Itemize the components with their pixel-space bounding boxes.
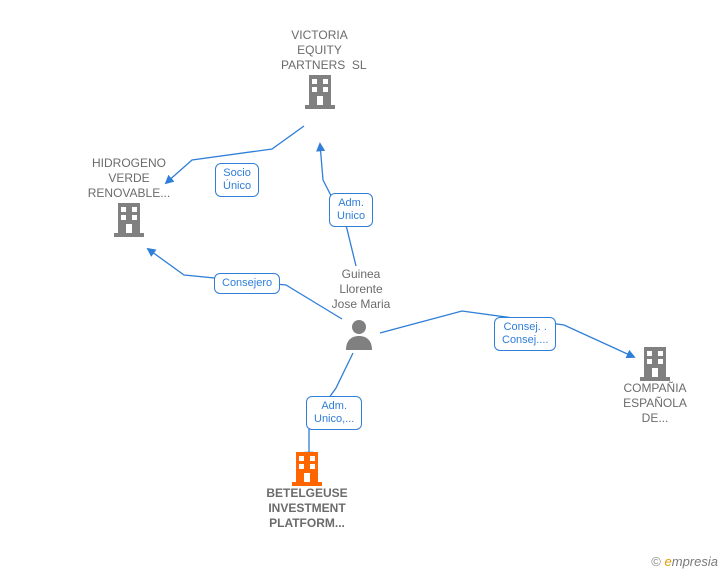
building-icon (303, 73, 337, 109)
node-label: COMPAÑIA ESPAÑOLA DE... (619, 381, 691, 426)
node-victoria-equity[interactable]: VICTORIA EQUITY PARTNERS SL (281, 28, 358, 109)
watermark: © empresia (651, 554, 718, 569)
person-label: Guinea Llorente Jose Maria (326, 267, 396, 312)
edge-label-person_to_compania[interactable]: Consej. . Consej.... (494, 317, 556, 351)
person-icon (344, 318, 374, 350)
node-label: HIDROGENO VERDE RENOVABLE... (87, 156, 171, 201)
node-compania-espanola[interactable]: COMPAÑIA ESPAÑOLA DE... (619, 345, 691, 426)
node-person-guinea[interactable] (342, 318, 376, 350)
building-icon (290, 450, 324, 486)
edge-label-person_to_victoria[interactable]: Adm. Unico (329, 193, 373, 227)
edge-label-person_to_betelgeuse[interactable]: Adm. Unico,... (306, 396, 362, 430)
edge-label-victoria_to_hidrogeno[interactable]: Socio Único (215, 163, 259, 197)
node-label: VICTORIA EQUITY PARTNERS SL (281, 28, 358, 73)
copyright-symbol: © (651, 554, 661, 569)
node-betelgeuse[interactable]: BETELGEUSE INVESTMENT PLATFORM... (265, 450, 349, 531)
node-hidrogeno-verde[interactable]: HIDROGENO VERDE RENOVABLE... (87, 156, 171, 237)
building-icon (638, 345, 672, 381)
node-label: BETELGEUSE INVESTMENT PLATFORM... (265, 486, 349, 531)
building-icon (112, 201, 146, 237)
edge-label-person_to_hidrogeno[interactable]: Consejero (214, 273, 280, 294)
